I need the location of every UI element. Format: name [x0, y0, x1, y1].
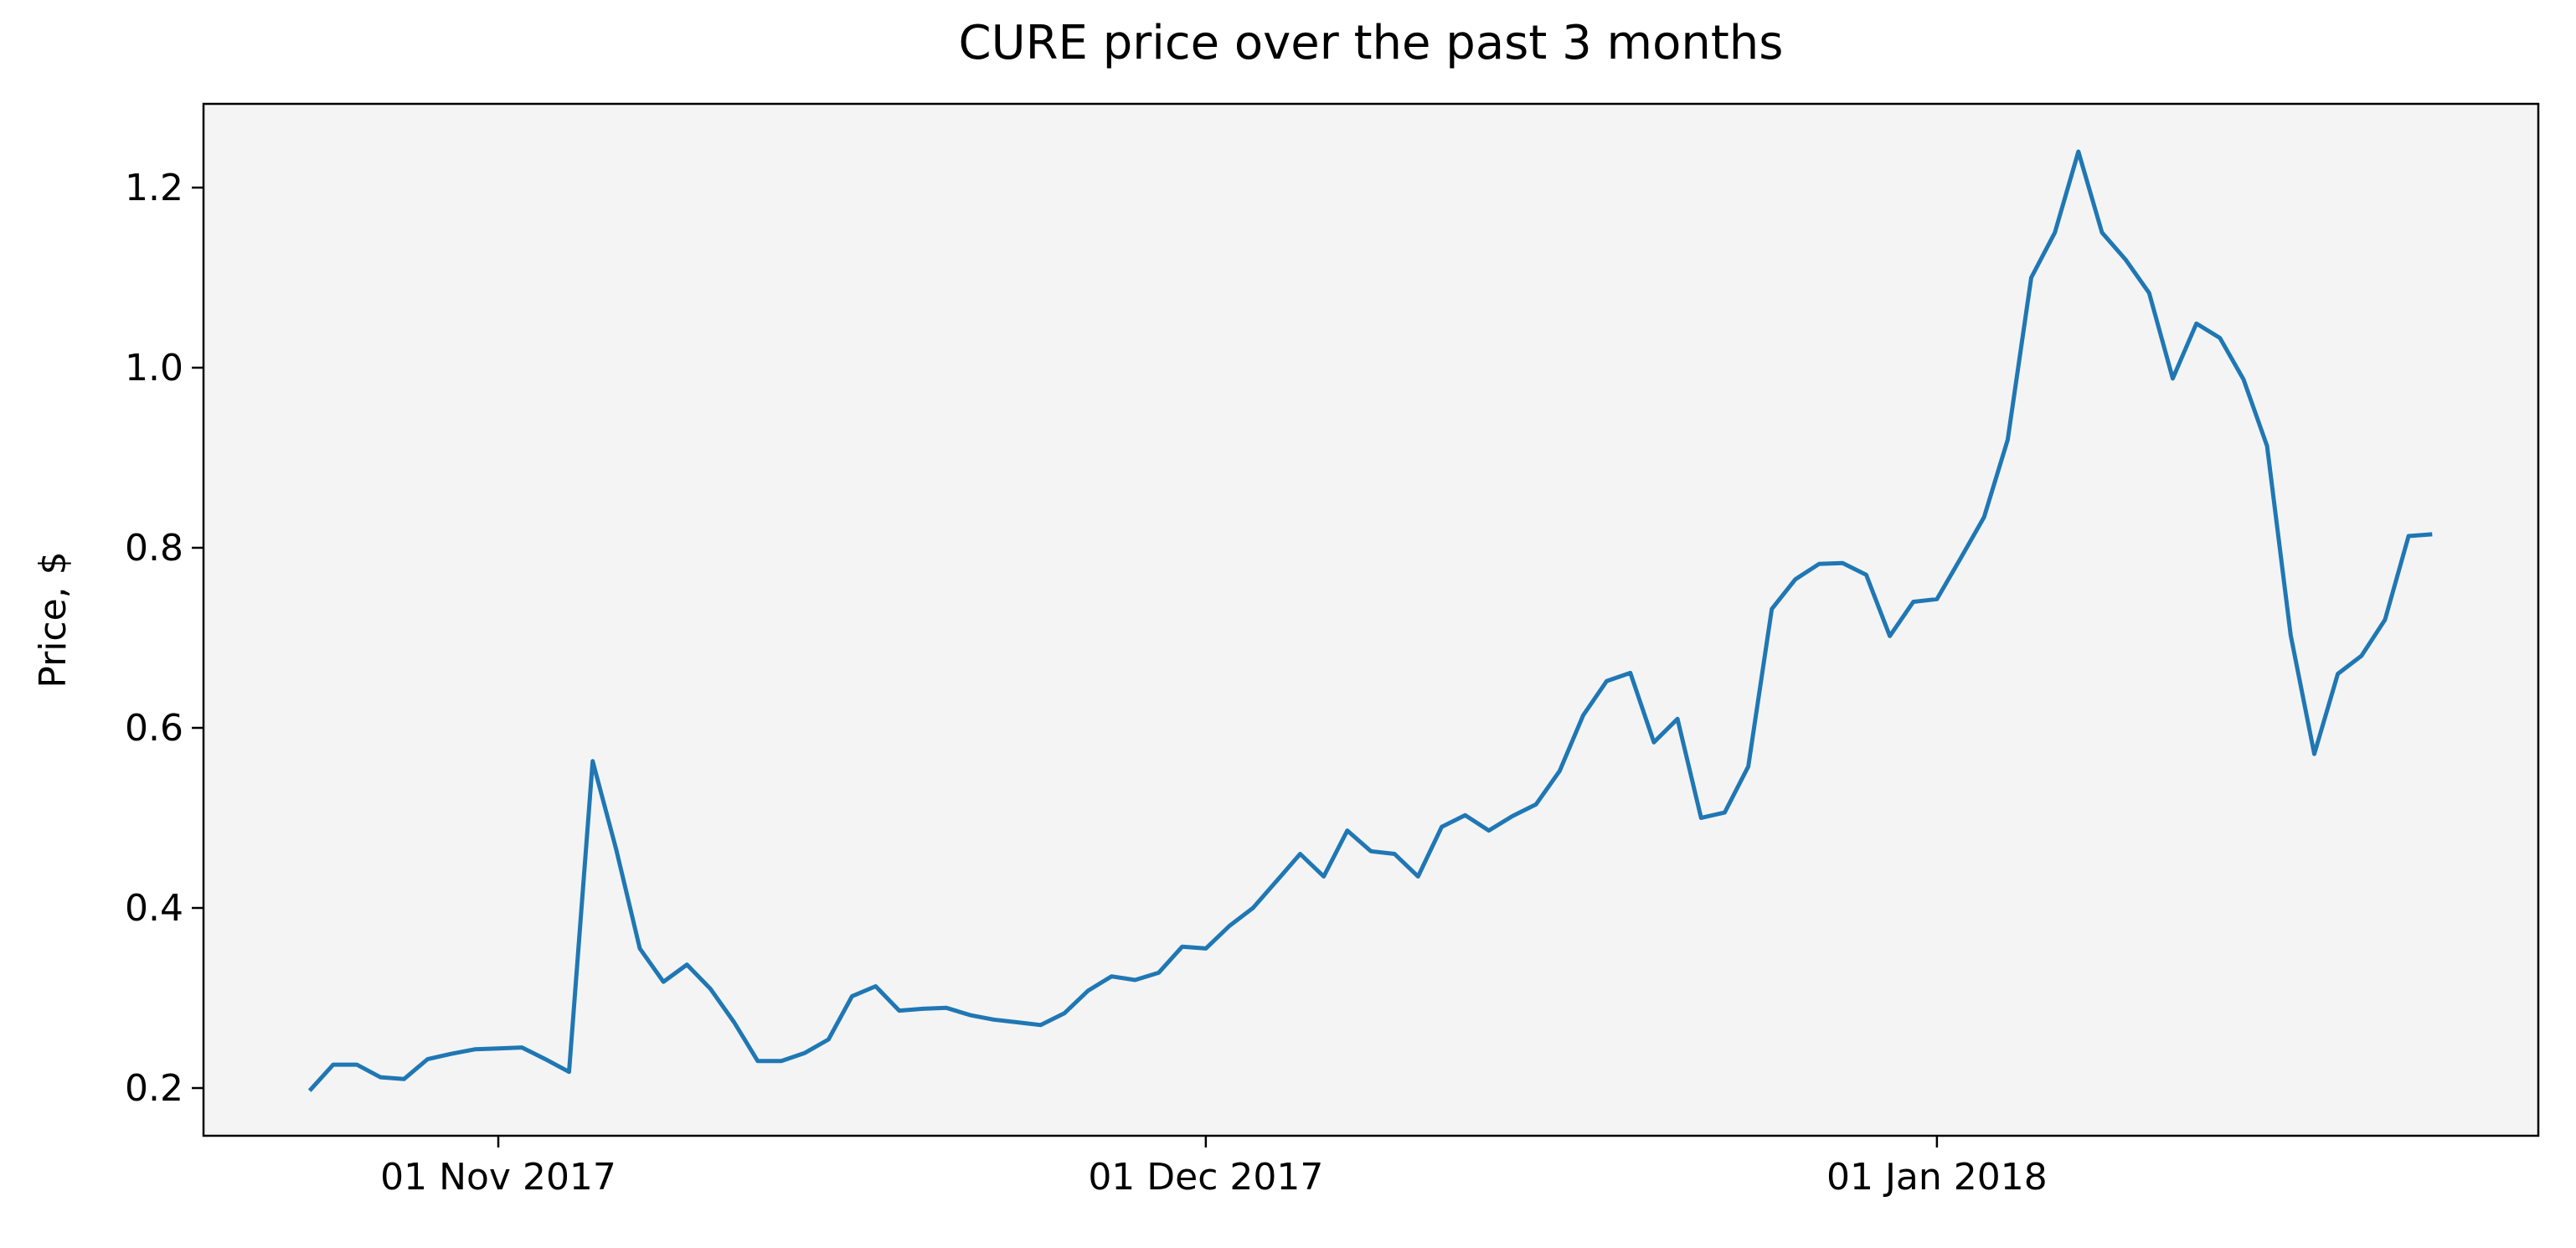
- y-tick-label: 0.8: [125, 527, 183, 570]
- y-tick-label: 0.6: [125, 707, 183, 750]
- chart-title: CURE price over the past 3 months: [959, 16, 1784, 70]
- x-tick-label: 01 Jan 2018: [1826, 1156, 2048, 1199]
- x-tick-label: 01 Nov 2017: [380, 1156, 616, 1199]
- y-axis-label: Price, $: [32, 551, 75, 688]
- price-line: [307, 149, 2433, 1092]
- y-tick-label: 0.2: [125, 1067, 183, 1110]
- y-tick-label: 0.4: [125, 887, 183, 930]
- plot-area: [204, 104, 2538, 1136]
- y-tick-label: 1.2: [125, 167, 183, 209]
- axes-frame: [202, 102, 2540, 1137]
- x-tick-label: 01 Dec 2017: [1088, 1156, 1323, 1199]
- y-tick-label: 1.0: [125, 347, 183, 389]
